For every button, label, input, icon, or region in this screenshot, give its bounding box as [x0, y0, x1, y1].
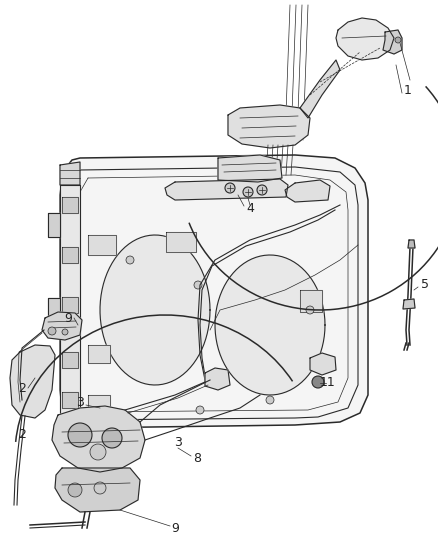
- Circle shape: [257, 185, 267, 195]
- Polygon shape: [300, 290, 322, 312]
- Circle shape: [102, 428, 122, 448]
- Polygon shape: [55, 468, 140, 512]
- Circle shape: [196, 406, 204, 414]
- Polygon shape: [228, 105, 310, 148]
- Polygon shape: [100, 235, 210, 385]
- Polygon shape: [42, 312, 82, 340]
- Polygon shape: [205, 368, 230, 390]
- Polygon shape: [62, 247, 78, 263]
- Text: 3: 3: [174, 437, 182, 449]
- Circle shape: [312, 376, 324, 388]
- Polygon shape: [60, 185, 80, 415]
- Circle shape: [266, 396, 274, 404]
- Polygon shape: [215, 255, 325, 395]
- Polygon shape: [48, 213, 60, 237]
- Text: 1: 1: [404, 84, 412, 96]
- Polygon shape: [408, 240, 415, 248]
- Text: 2: 2: [18, 429, 26, 441]
- Polygon shape: [62, 197, 78, 213]
- Text: 11: 11: [320, 376, 336, 390]
- Circle shape: [194, 281, 202, 289]
- Circle shape: [243, 187, 253, 197]
- Polygon shape: [88, 395, 110, 413]
- Circle shape: [306, 306, 314, 314]
- Circle shape: [225, 183, 235, 193]
- Polygon shape: [300, 60, 340, 118]
- Text: 4: 4: [246, 201, 254, 214]
- Polygon shape: [60, 162, 80, 185]
- Polygon shape: [62, 297, 78, 313]
- Polygon shape: [62, 392, 78, 408]
- Polygon shape: [336, 18, 394, 60]
- Circle shape: [68, 483, 82, 497]
- Circle shape: [126, 256, 134, 264]
- Polygon shape: [62, 352, 78, 368]
- Polygon shape: [310, 353, 336, 375]
- Polygon shape: [88, 345, 110, 363]
- Circle shape: [94, 482, 106, 494]
- Text: 9: 9: [64, 311, 72, 325]
- Text: 3: 3: [76, 397, 84, 409]
- Polygon shape: [165, 179, 288, 200]
- Polygon shape: [48, 298, 60, 322]
- Circle shape: [90, 444, 106, 460]
- Text: 5: 5: [421, 279, 429, 292]
- Text: 8: 8: [193, 451, 201, 464]
- Polygon shape: [285, 180, 330, 202]
- Text: 9: 9: [171, 521, 179, 533]
- Text: 2: 2: [18, 382, 26, 394]
- Circle shape: [68, 423, 92, 447]
- Polygon shape: [403, 299, 415, 309]
- Circle shape: [395, 37, 401, 43]
- Polygon shape: [218, 155, 282, 182]
- Polygon shape: [166, 232, 196, 252]
- Polygon shape: [60, 155, 368, 428]
- Circle shape: [62, 329, 68, 335]
- Circle shape: [48, 327, 56, 335]
- Polygon shape: [52, 406, 145, 472]
- Polygon shape: [383, 30, 402, 54]
- Polygon shape: [10, 345, 55, 418]
- Polygon shape: [88, 235, 116, 255]
